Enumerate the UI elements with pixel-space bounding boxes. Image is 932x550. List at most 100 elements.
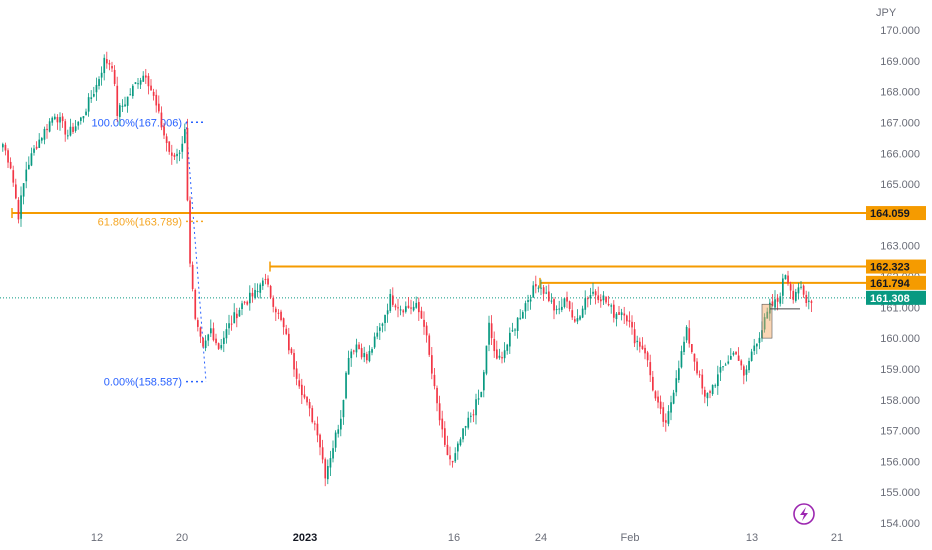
candle-body: [103, 57, 106, 74]
horizontal-levels[interactable]: [0, 208, 866, 299]
candle-body: [358, 344, 360, 350]
candle-body: [67, 135, 69, 137]
candle-body: [285, 328, 288, 335]
candle-body: [724, 364, 727, 366]
candle-body: [745, 369, 748, 375]
candle-body: [545, 292, 548, 294]
candle-body: [459, 439, 462, 446]
candle-body: [701, 374, 704, 389]
candle-body: [249, 292, 251, 304]
candle-body: [649, 362, 652, 376]
candle-body: [100, 72, 103, 78]
current-price-badge: 161.308: [866, 290, 926, 305]
candle-body: [301, 384, 303, 396]
candle-body: [264, 279, 267, 281]
candle-body: [795, 291, 797, 301]
candle-body: [405, 306, 407, 312]
candle-body: [451, 460, 454, 463]
candle-body: [446, 444, 449, 456]
candle-body: [280, 311, 282, 320]
candle-body: [233, 312, 236, 324]
candle-body: [662, 407, 665, 422]
candle-body: [797, 287, 800, 294]
fib-level-label: 61.80%(163.789): [98, 216, 182, 228]
candle-body: [644, 347, 646, 354]
candle-body: [483, 372, 485, 391]
svg-text:161.308: 161.308: [870, 293, 910, 305]
candle-body: [600, 299, 602, 302]
candle-body: [384, 314, 386, 324]
candle-body: [303, 394, 306, 398]
candle-body: [592, 291, 594, 294]
candle-body: [654, 391, 657, 399]
candle-body: [561, 306, 563, 310]
candle-body: [373, 336, 376, 348]
candle-body: [727, 361, 730, 364]
candle-body: [345, 372, 347, 399]
candle-body: [4, 144, 7, 151]
candle-body: [178, 152, 181, 154]
candle-body: [529, 299, 532, 302]
candle-body: [181, 143, 184, 152]
candle-body: [737, 355, 740, 361]
candle-body: [680, 351, 683, 368]
candle-body: [220, 345, 223, 349]
level-161794-badge: 161.794: [866, 275, 926, 290]
candle-body: [332, 448, 334, 459]
candle-body: [691, 344, 693, 353]
candle-body: [477, 398, 480, 400]
candle-body: [295, 368, 298, 379]
y-tick-label: 157.000: [880, 426, 920, 438]
candle-body: [25, 169, 28, 182]
candle-body: [789, 284, 792, 291]
candle-body: [415, 302, 418, 308]
candle-body: [490, 323, 493, 339]
fibonacci-retracement[interactable]: 100.00%(167.006) 61.80%(163.789) 0.00%(158…: [91, 117, 207, 389]
candle-body: [20, 195, 22, 219]
y-tick-label: 156.000: [880, 456, 920, 468]
y-tick-label: 159.000: [880, 364, 920, 376]
candle-body: [633, 329, 636, 344]
candle-body: [9, 161, 12, 169]
candle-body: [314, 423, 316, 425]
candle-body: [119, 105, 121, 117]
candle-body: [719, 367, 722, 373]
candle-body: [87, 97, 90, 112]
candle-body: [347, 357, 350, 375]
candle-body: [142, 75, 145, 82]
candle-body: [782, 278, 784, 296]
candle-body: [774, 299, 776, 308]
candle-body: [722, 366, 724, 368]
candle-body: [293, 353, 295, 370]
candle-body: [766, 311, 769, 319]
time-axis[interactable]: 12 20 2023 16 24 Feb 13 21: [91, 532, 843, 544]
candle-body: [246, 301, 249, 305]
candle-body: [355, 344, 358, 353]
y-tick-label: 154.000: [880, 518, 920, 530]
candle-body: [639, 341, 641, 347]
candle-body: [251, 292, 254, 297]
candle-body: [381, 323, 384, 326]
candle-body: [548, 291, 550, 301]
y-tick-label: 168.000: [880, 87, 920, 99]
lightning-icon[interactable]: [793, 503, 815, 525]
candle-body: [48, 121, 51, 132]
candle-body: [290, 348, 293, 354]
candle-body: [402, 310, 405, 313]
candle-body: [186, 127, 189, 201]
candle-body: [272, 297, 275, 307]
candle-body: [540, 287, 542, 289]
candle-body: [607, 304, 610, 306]
candle-body: [641, 345, 644, 350]
candle-body: [717, 374, 719, 387]
candle-body: [787, 275, 789, 284]
candle-body: [35, 146, 38, 149]
candle-body: [223, 337, 225, 344]
candle-body: [784, 275, 787, 280]
candle-body: [522, 312, 524, 319]
candle-body: [652, 376, 654, 391]
candle-body: [498, 355, 501, 358]
candle-body: [61, 116, 64, 122]
candle-body: [696, 361, 698, 374]
